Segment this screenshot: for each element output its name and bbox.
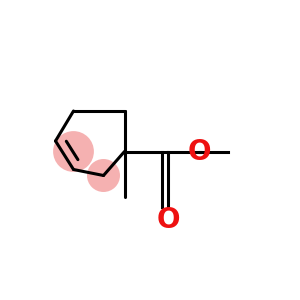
Text: O: O [188, 137, 211, 166]
Circle shape [53, 131, 94, 172]
Text: O: O [156, 206, 180, 235]
Circle shape [87, 159, 120, 192]
